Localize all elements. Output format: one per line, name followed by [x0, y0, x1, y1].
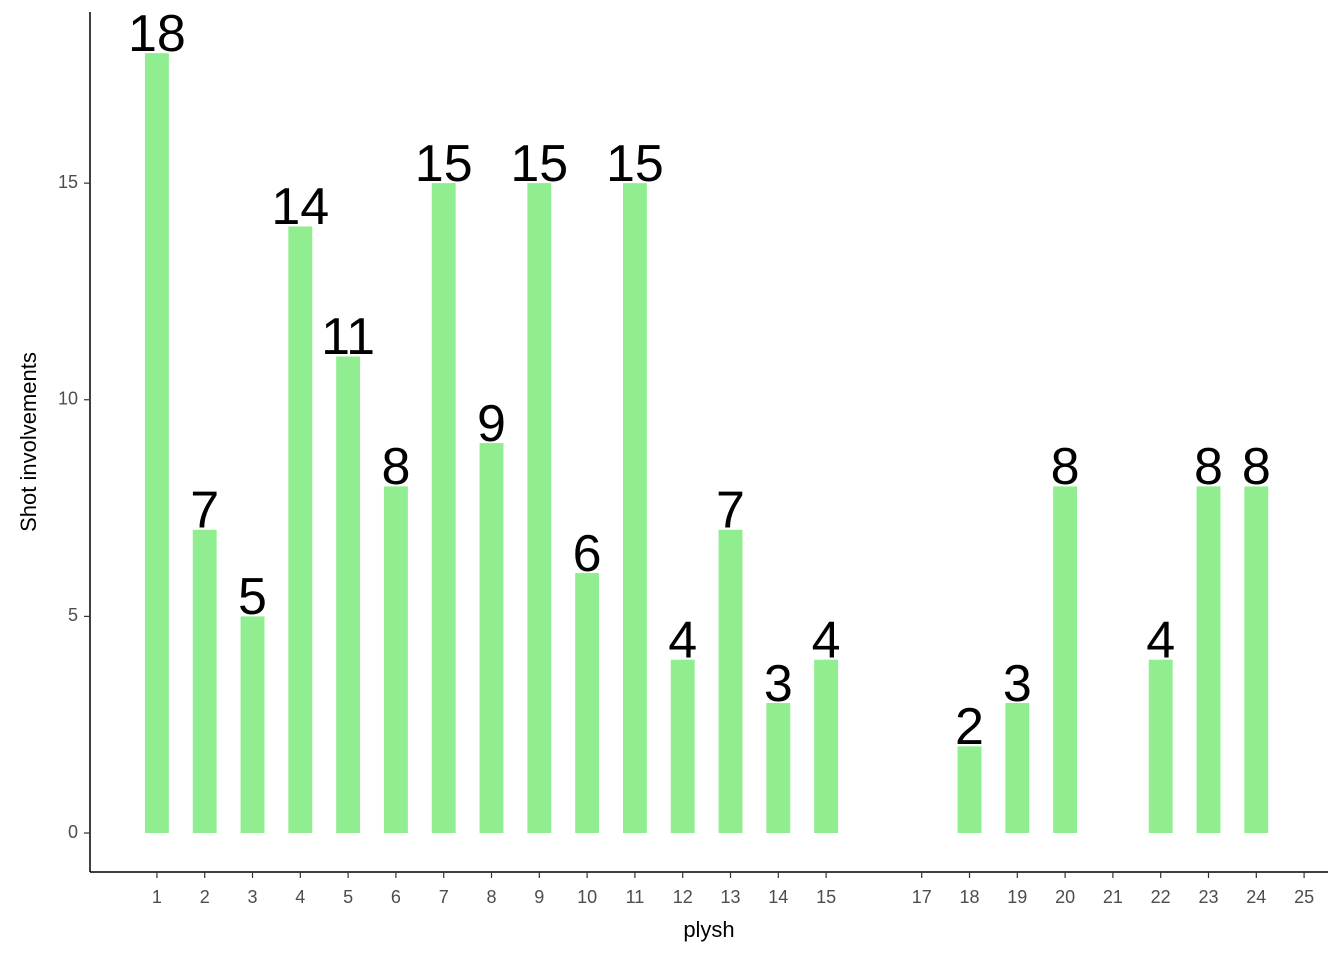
- value-label: 15: [510, 135, 568, 193]
- y-axis-title: Shot involvements: [16, 352, 41, 532]
- bar: [288, 226, 313, 834]
- y-tick-label: 10: [58, 389, 78, 409]
- x-tick-label: 10: [577, 887, 597, 907]
- bar: [240, 616, 265, 834]
- bar: [957, 746, 982, 834]
- value-label: 6: [573, 525, 602, 583]
- x-tick-label: 4: [295, 887, 305, 907]
- value-label: 5: [238, 568, 267, 626]
- x-tick-label: 7: [439, 887, 449, 907]
- bar: [766, 703, 791, 834]
- bar: [383, 486, 408, 834]
- value-label: 14: [271, 178, 329, 236]
- x-tick-label: 24: [1246, 887, 1266, 907]
- x-tick-label: 22: [1151, 887, 1171, 907]
- value-label: 7: [716, 481, 745, 539]
- bar: [670, 659, 695, 834]
- x-tick-label: 3: [248, 887, 258, 907]
- x-tick-label: 13: [720, 887, 740, 907]
- x-tick-label: 18: [959, 887, 979, 907]
- x-tick-label: 5: [343, 887, 353, 907]
- value-label: 2: [955, 698, 984, 756]
- x-tick-label: 8: [487, 887, 497, 907]
- x-tick-label: 2: [200, 887, 210, 907]
- y-tick-label: 15: [58, 172, 78, 192]
- bar: [1148, 659, 1173, 834]
- bar: [1005, 703, 1030, 834]
- x-tick-label: 15: [816, 887, 836, 907]
- x-tick-label: 20: [1055, 887, 1075, 907]
- x-axis-title: plysh: [683, 917, 734, 942]
- x-tick-label: 21: [1103, 887, 1123, 907]
- y-tick-label: 0: [68, 822, 78, 842]
- value-label: 4: [1146, 611, 1175, 669]
- bar: [718, 529, 743, 834]
- bar: [431, 183, 456, 834]
- bar: [527, 183, 552, 834]
- value-label: 4: [812, 611, 841, 669]
- x-tick-label: 19: [1007, 887, 1027, 907]
- x-tick-label: 25: [1294, 887, 1314, 907]
- bar: [192, 529, 217, 834]
- value-label: 4: [668, 611, 697, 669]
- x-tick-label: 9: [534, 887, 544, 907]
- value-label: 9: [477, 395, 506, 453]
- bar: [814, 659, 839, 834]
- value-label: 8: [381, 438, 410, 496]
- x-tick-label: 6: [391, 887, 401, 907]
- x-tick-label: 23: [1198, 887, 1218, 907]
- bar: [1244, 486, 1269, 834]
- x-tick-label: 11: [626, 887, 645, 907]
- x-tick-label: 1: [152, 887, 162, 907]
- bar: [1053, 486, 1078, 834]
- value-label: 15: [415, 135, 473, 193]
- x-tick-label: 12: [673, 887, 693, 907]
- bar: [479, 443, 504, 834]
- x-tick-label: 14: [768, 887, 788, 907]
- x-tick-label: 17: [912, 887, 932, 907]
- y-tick-label: 5: [68, 605, 78, 625]
- value-label: 8: [1242, 438, 1271, 496]
- bar: [1196, 486, 1221, 834]
- value-label: 8: [1194, 438, 1223, 496]
- value-label: 3: [764, 655, 793, 713]
- value-label: 11: [321, 308, 375, 366]
- value-label: 8: [1051, 438, 1080, 496]
- bar: [336, 356, 361, 834]
- bar: [575, 573, 600, 834]
- value-label: 18: [128, 5, 186, 63]
- value-label: 3: [1003, 655, 1032, 713]
- bar: [622, 183, 647, 834]
- value-label: 15: [606, 135, 664, 193]
- value-label: 7: [190, 481, 219, 539]
- bar: [144, 53, 169, 834]
